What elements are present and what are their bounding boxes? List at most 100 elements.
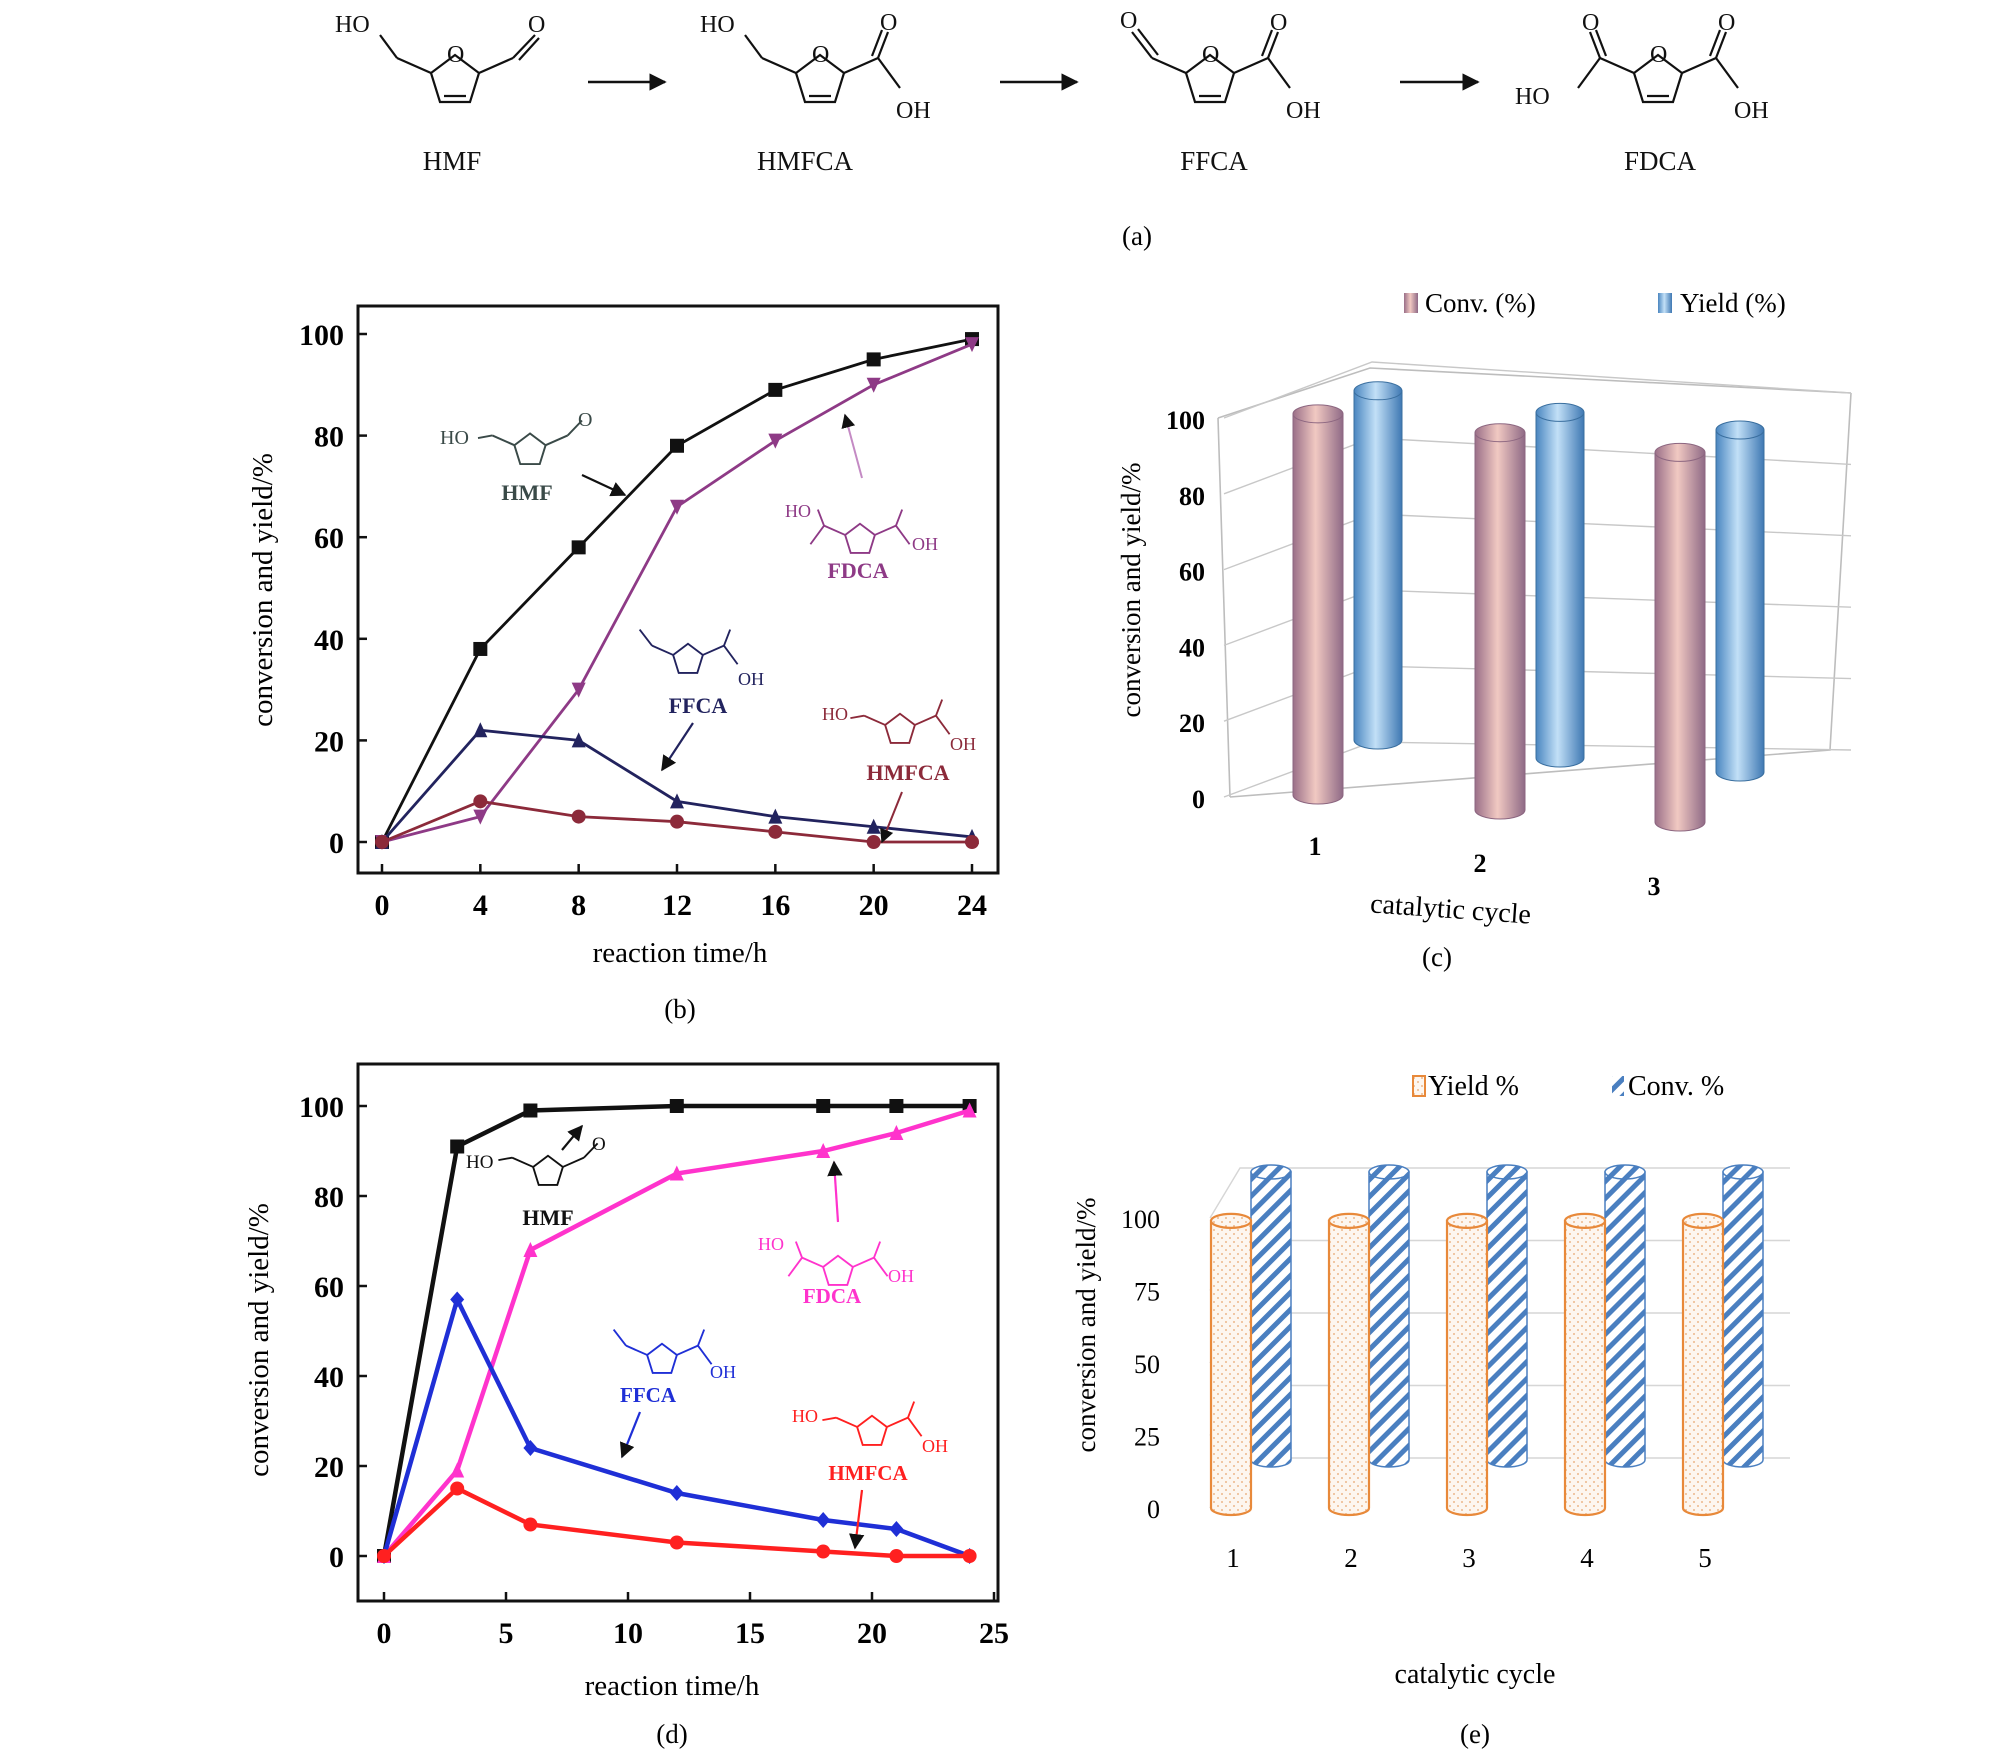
inset-label-hmfca-b: HMFCA: [866, 760, 949, 785]
structure-hmf: [379, 34, 540, 104]
atom-o: O: [1582, 10, 1599, 36]
legend-swatch-yield-c: [1658, 293, 1672, 313]
y-tick-label-d: 0: [329, 1541, 344, 1574]
atom-ho: HO: [700, 12, 735, 38]
inset-oh-fdca-d: OH: [888, 1266, 914, 1286]
y-tick-label-c: 40: [1179, 633, 1205, 662]
inset-oh-fdca-b: OH: [912, 534, 938, 554]
inset-fdca-d: [787, 1241, 889, 1286]
data-point-hmfca-d: [889, 1549, 904, 1563]
data-point-ffca-d: [889, 1521, 904, 1537]
data-point-fdca-b: [473, 809, 488, 825]
data-point-fdca-d: [523, 1242, 538, 1257]
y-tick-label-b: 80: [314, 421, 344, 454]
x-tick-label-e: 5: [1698, 1543, 1712, 1573]
atom-o: O: [447, 42, 464, 68]
inset-oh-hmfca-d: OH: [922, 1436, 948, 1456]
data-point-fdca-b: [965, 337, 979, 353]
data-point-hmfca-b: [473, 794, 488, 809]
atom-o: O: [528, 12, 545, 38]
structure-hmfca: [744, 29, 901, 104]
legend-swatch-conv-c: [1404, 293, 1418, 313]
inset-arrow-fdca-b: [841, 413, 863, 479]
y-tick-label-c: 20: [1179, 709, 1205, 738]
inset-arrow-hmf-b: [581, 474, 627, 497]
data-point-ffca-d: [450, 1291, 465, 1308]
compound-label-fdca: FDCA: [1624, 146, 1697, 176]
x-tick-label-b: 16: [760, 889, 790, 922]
bar-conv-c: [1292, 404, 1344, 805]
y-tick-label-c: 100: [1166, 406, 1205, 435]
inset-hmf-d: [498, 1142, 599, 1186]
atom-oh: OH: [1286, 98, 1321, 124]
x-tick-label-b: 8: [571, 889, 586, 922]
structure-ffca: [1131, 28, 1291, 104]
data-point-ffca-b: [571, 732, 586, 748]
legend-swatch-conv-e: [1612, 1076, 1624, 1096]
data-point-hmfca-b: [670, 814, 684, 829]
atom-o: O: [1718, 10, 1735, 36]
inset-ho-hmfca-d: HO: [792, 1406, 818, 1426]
bar-conv-e: [1604, 1164, 1646, 1468]
inset-ho-hmfca-b: HO: [822, 704, 848, 724]
y-axis-label-d: conversion and yield/%: [243, 1203, 275, 1477]
inset-ffca-b: [638, 628, 739, 674]
inset-hmf-b: [477, 419, 583, 466]
gridline-e: [1209, 1167, 1790, 1219]
data-point-ffca-b: [473, 722, 488, 738]
inset-hmfca-b: [850, 699, 951, 744]
x-tick-label-d: 10: [613, 1617, 643, 1650]
y-tick-label-b: 0: [329, 827, 344, 860]
x-tick-label-d: 0: [377, 1617, 392, 1650]
bar-yield-e: [1681, 1212, 1725, 1517]
atom-ho: HO: [1515, 84, 1550, 110]
y-tick-label-c: 80: [1179, 482, 1205, 511]
plot-frame-d: [356, 1062, 1000, 1603]
data-point-fdca-d: [962, 1102, 977, 1118]
chart-e: Yield % Conv. % 0 25 50 75 100 1 2 3 4 5 catalyti…: [1071, 1071, 1790, 1749]
atom-ho: HO: [335, 12, 370, 38]
inset-arrow-hmfca-d: [849, 1489, 865, 1550]
x-axis-label-b: reaction time/h: [593, 937, 768, 969]
data-point-hmfca-d: [669, 1535, 684, 1550]
x-tick-label-b: 0: [375, 889, 390, 922]
y-tick-label-e: 50: [1134, 1350, 1160, 1379]
inset-o-d: O: [592, 1134, 606, 1155]
data-point-fdca-b: [866, 377, 881, 393]
x-tick-label-b: 12: [662, 889, 692, 922]
bar-yield-e: [1327, 1212, 1371, 1517]
inset-label-hmf-b: HMF: [501, 480, 552, 505]
data-point-hmf-d: [523, 1103, 538, 1118]
x-tick-label-e: 2: [1344, 1543, 1358, 1573]
bar-conv-e: [1250, 1164, 1292, 1468]
bar-yield-e: [1563, 1212, 1607, 1517]
x-tick-label-d: 15: [735, 1617, 765, 1650]
x-tick-label-e: 4: [1580, 1543, 1594, 1573]
y-axis-label-e: conversion and yield/%: [1071, 1198, 1101, 1453]
x-axis-label-e: catalytic cycle: [1395, 1659, 1556, 1690]
x-axis-label-c: catalytic cycle: [1369, 888, 1532, 930]
chart-b: 0 4 8 12 16 20 24 0 20 40 60 80 100 HO O HMF HO OH F…: [247, 304, 1000, 1024]
data-point-hmfca-b: [965, 835, 979, 849]
y-tick-label-d: 60: [314, 1271, 344, 1304]
inset-oh-ffca-b: OH: [738, 669, 764, 689]
atom-o: O: [812, 42, 829, 68]
data-point-ffca-d: [523, 1440, 538, 1456]
x-tick-label-c: 3: [1648, 872, 1661, 901]
panel-label-a: (a): [1122, 221, 1152, 251]
legend-label-yield-e: Yield %: [1428, 1071, 1519, 1102]
compound-label-hmf: HMF: [423, 146, 482, 176]
panel-label-d: (d): [656, 1719, 687, 1749]
bar-conv-c: [1654, 442, 1706, 832]
gridline-c: [1223, 361, 1852, 419]
inset-label-hmf-d: HMF: [522, 1205, 573, 1230]
y-tick-label-b: 20: [314, 725, 344, 758]
legend-label-conv-c: Conv. (%): [1425, 288, 1536, 318]
data-point-hmfca-d: [816, 1544, 831, 1559]
bar-conv-e: [1722, 1164, 1764, 1468]
y-axis-label-c: conversion and yield/%: [1116, 463, 1146, 718]
data-point-hmfca-b: [768, 824, 783, 839]
inset-arrow-hmfca-b: [880, 791, 903, 844]
inset-arrow-fdca-d: [827, 1160, 843, 1223]
y-tick-label-c: 60: [1179, 558, 1205, 587]
